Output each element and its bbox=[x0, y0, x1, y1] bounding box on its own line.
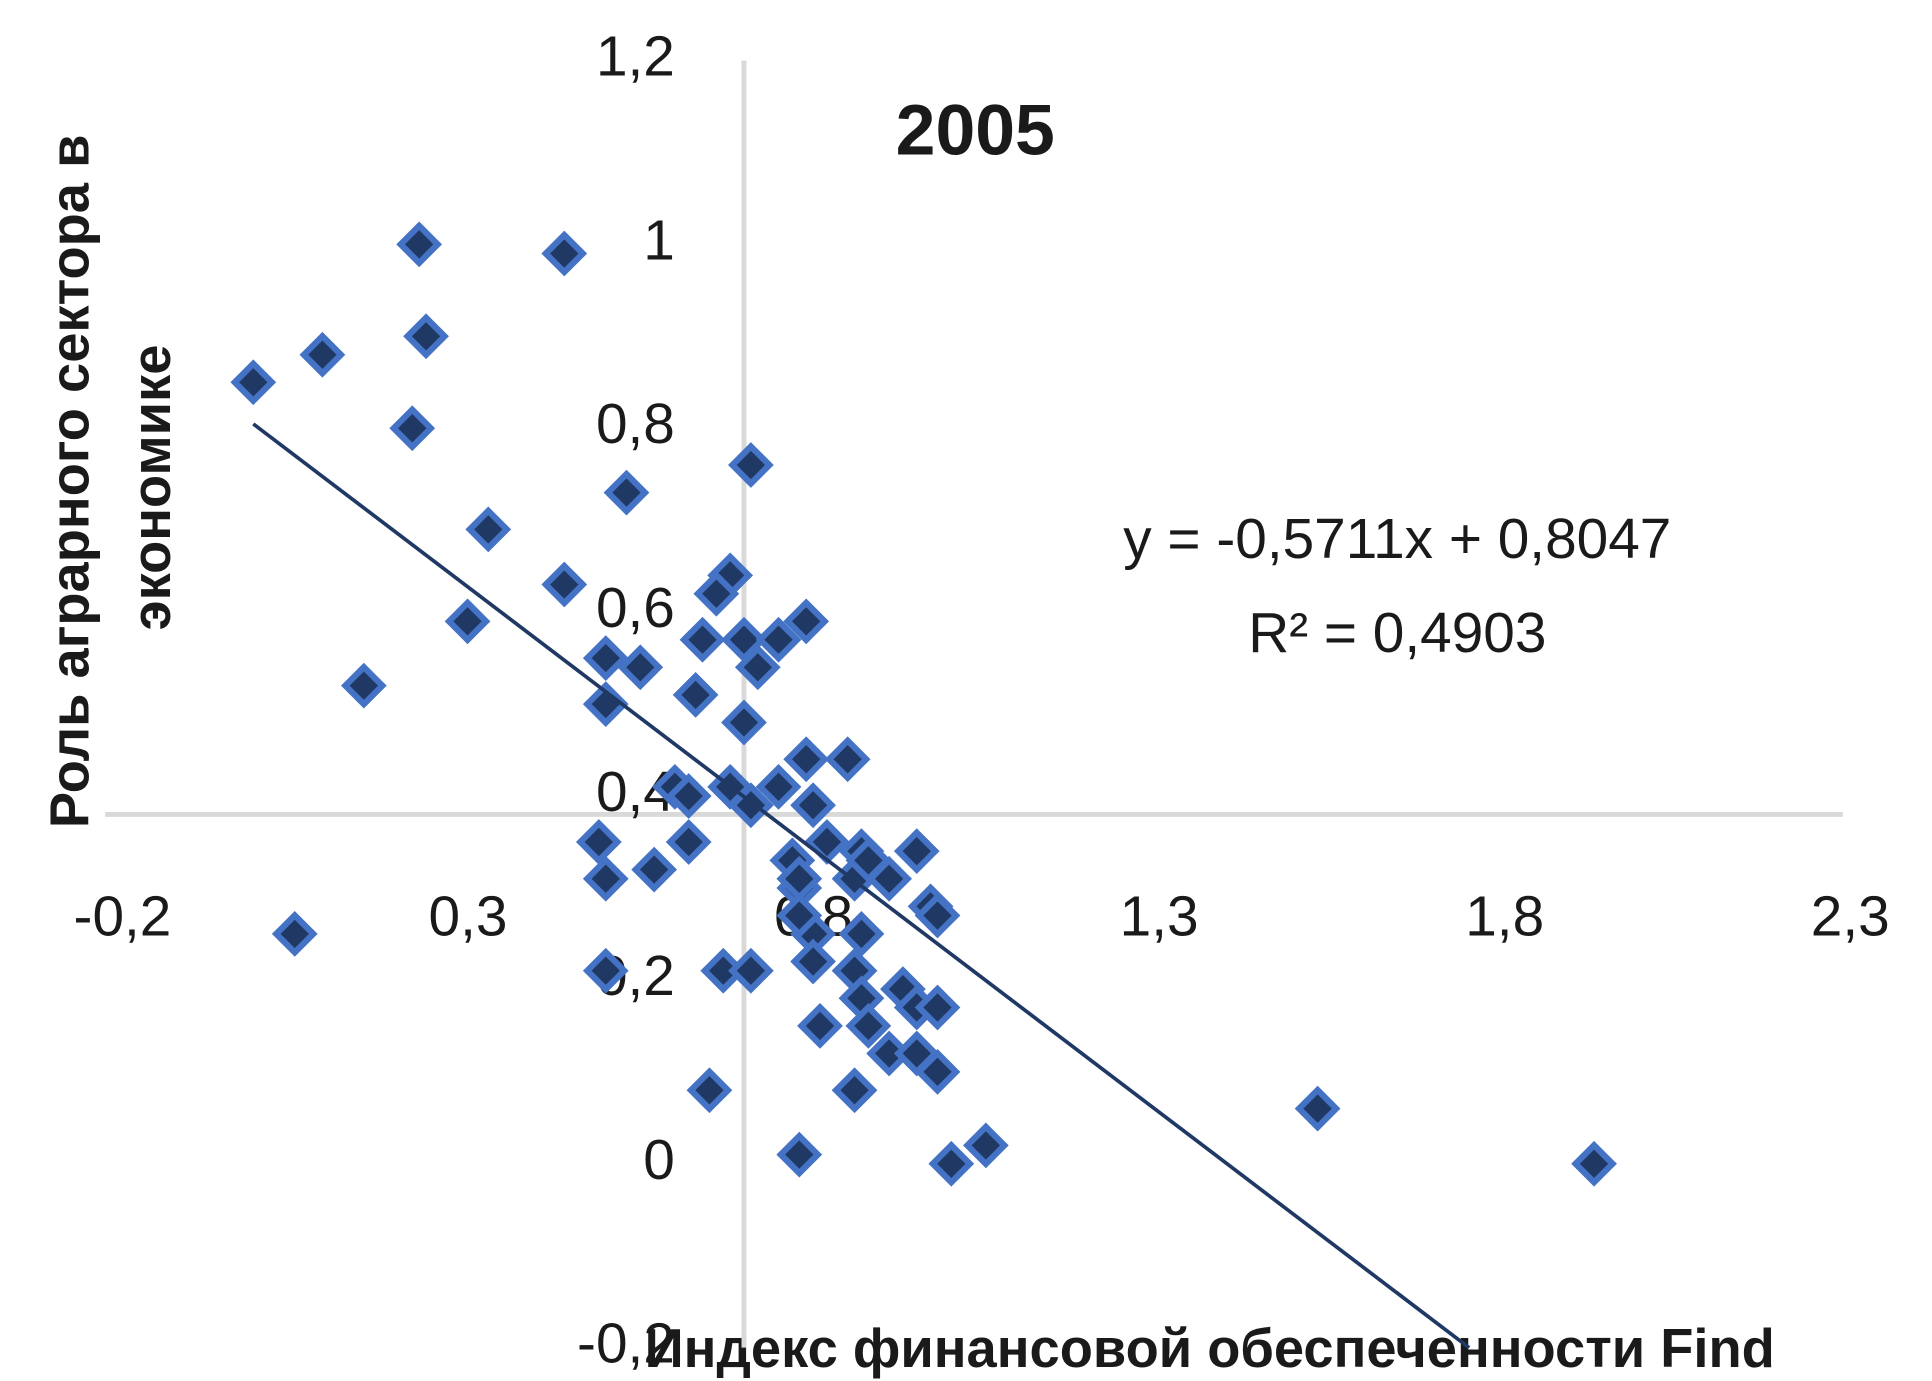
point bbox=[831, 1067, 878, 1114]
point bbox=[631, 846, 678, 893]
point bbox=[845, 1003, 892, 1049]
point bbox=[728, 947, 774, 994]
point bbox=[914, 984, 961, 1031]
point bbox=[693, 570, 740, 617]
point bbox=[728, 442, 774, 488]
point bbox=[389, 405, 436, 452]
point bbox=[928, 1140, 975, 1187]
point bbox=[914, 1048, 961, 1095]
y-axis-title: Роль аграрного сектора в bbox=[40, 135, 101, 829]
point bbox=[734, 644, 781, 691]
point bbox=[755, 763, 802, 810]
point bbox=[665, 773, 712, 819]
point bbox=[271, 911, 318, 957]
point bbox=[603, 469, 650, 516]
point bbox=[755, 616, 802, 663]
y-tick-label: 1 bbox=[643, 209, 675, 272]
y-tick-label: -0,2 bbox=[577, 1313, 675, 1376]
point bbox=[721, 699, 767, 746]
point bbox=[776, 892, 823, 939]
point bbox=[679, 616, 726, 663]
point bbox=[783, 736, 830, 783]
y-axis-title: экономике bbox=[121, 345, 182, 631]
point bbox=[783, 598, 830, 645]
point bbox=[845, 837, 892, 884]
point bbox=[1571, 1140, 1617, 1187]
point bbox=[575, 819, 622, 865]
point bbox=[721, 616, 767, 663]
y-tick-label: 0,6 bbox=[596, 577, 675, 640]
trendline-r2: R² = 0,4903 bbox=[1248, 602, 1546, 665]
point bbox=[582, 681, 629, 727]
point bbox=[797, 1003, 843, 1049]
point bbox=[444, 598, 491, 645]
trendline bbox=[252, 422, 1471, 1350]
point bbox=[582, 635, 629, 681]
point bbox=[541, 561, 588, 608]
point bbox=[824, 736, 871, 783]
x-tick-label: 1,8 bbox=[1465, 886, 1544, 949]
point bbox=[582, 855, 629, 902]
x-tick-label: -0,2 bbox=[74, 886, 172, 949]
point bbox=[686, 1067, 733, 1114]
y-tick-label: 1,2 bbox=[596, 25, 675, 88]
point bbox=[396, 221, 443, 268]
point bbox=[617, 644, 664, 691]
point bbox=[465, 506, 512, 553]
x-tick-label: 1,3 bbox=[1120, 886, 1199, 949]
point bbox=[790, 782, 836, 829]
point bbox=[838, 911, 885, 957]
point bbox=[541, 230, 588, 277]
x-tick-label: 2,3 bbox=[1811, 886, 1890, 949]
x-axis-title: Индекс финансовой обеспеченности Find bbox=[645, 1318, 1775, 1379]
point bbox=[403, 313, 449, 360]
point bbox=[582, 947, 629, 994]
point bbox=[340, 662, 387, 709]
point bbox=[230, 359, 277, 406]
point bbox=[299, 331, 346, 378]
trendline-equation: y = -0,5711x + 0,8047 bbox=[1123, 508, 1671, 571]
point bbox=[962, 1122, 1009, 1169]
point bbox=[776, 1131, 823, 1178]
point bbox=[804, 819, 850, 865]
y-tick-label: 0,8 bbox=[596, 393, 675, 456]
chart-title: 2005 bbox=[896, 91, 1055, 171]
point bbox=[672, 672, 719, 718]
point bbox=[914, 892, 961, 939]
point bbox=[665, 819, 712, 865]
point bbox=[790, 938, 836, 985]
y-tick-label: 0 bbox=[643, 1129, 675, 1192]
point bbox=[1294, 1085, 1341, 1132]
point bbox=[893, 828, 940, 875]
x-tick-label: 0,3 bbox=[429, 886, 508, 949]
